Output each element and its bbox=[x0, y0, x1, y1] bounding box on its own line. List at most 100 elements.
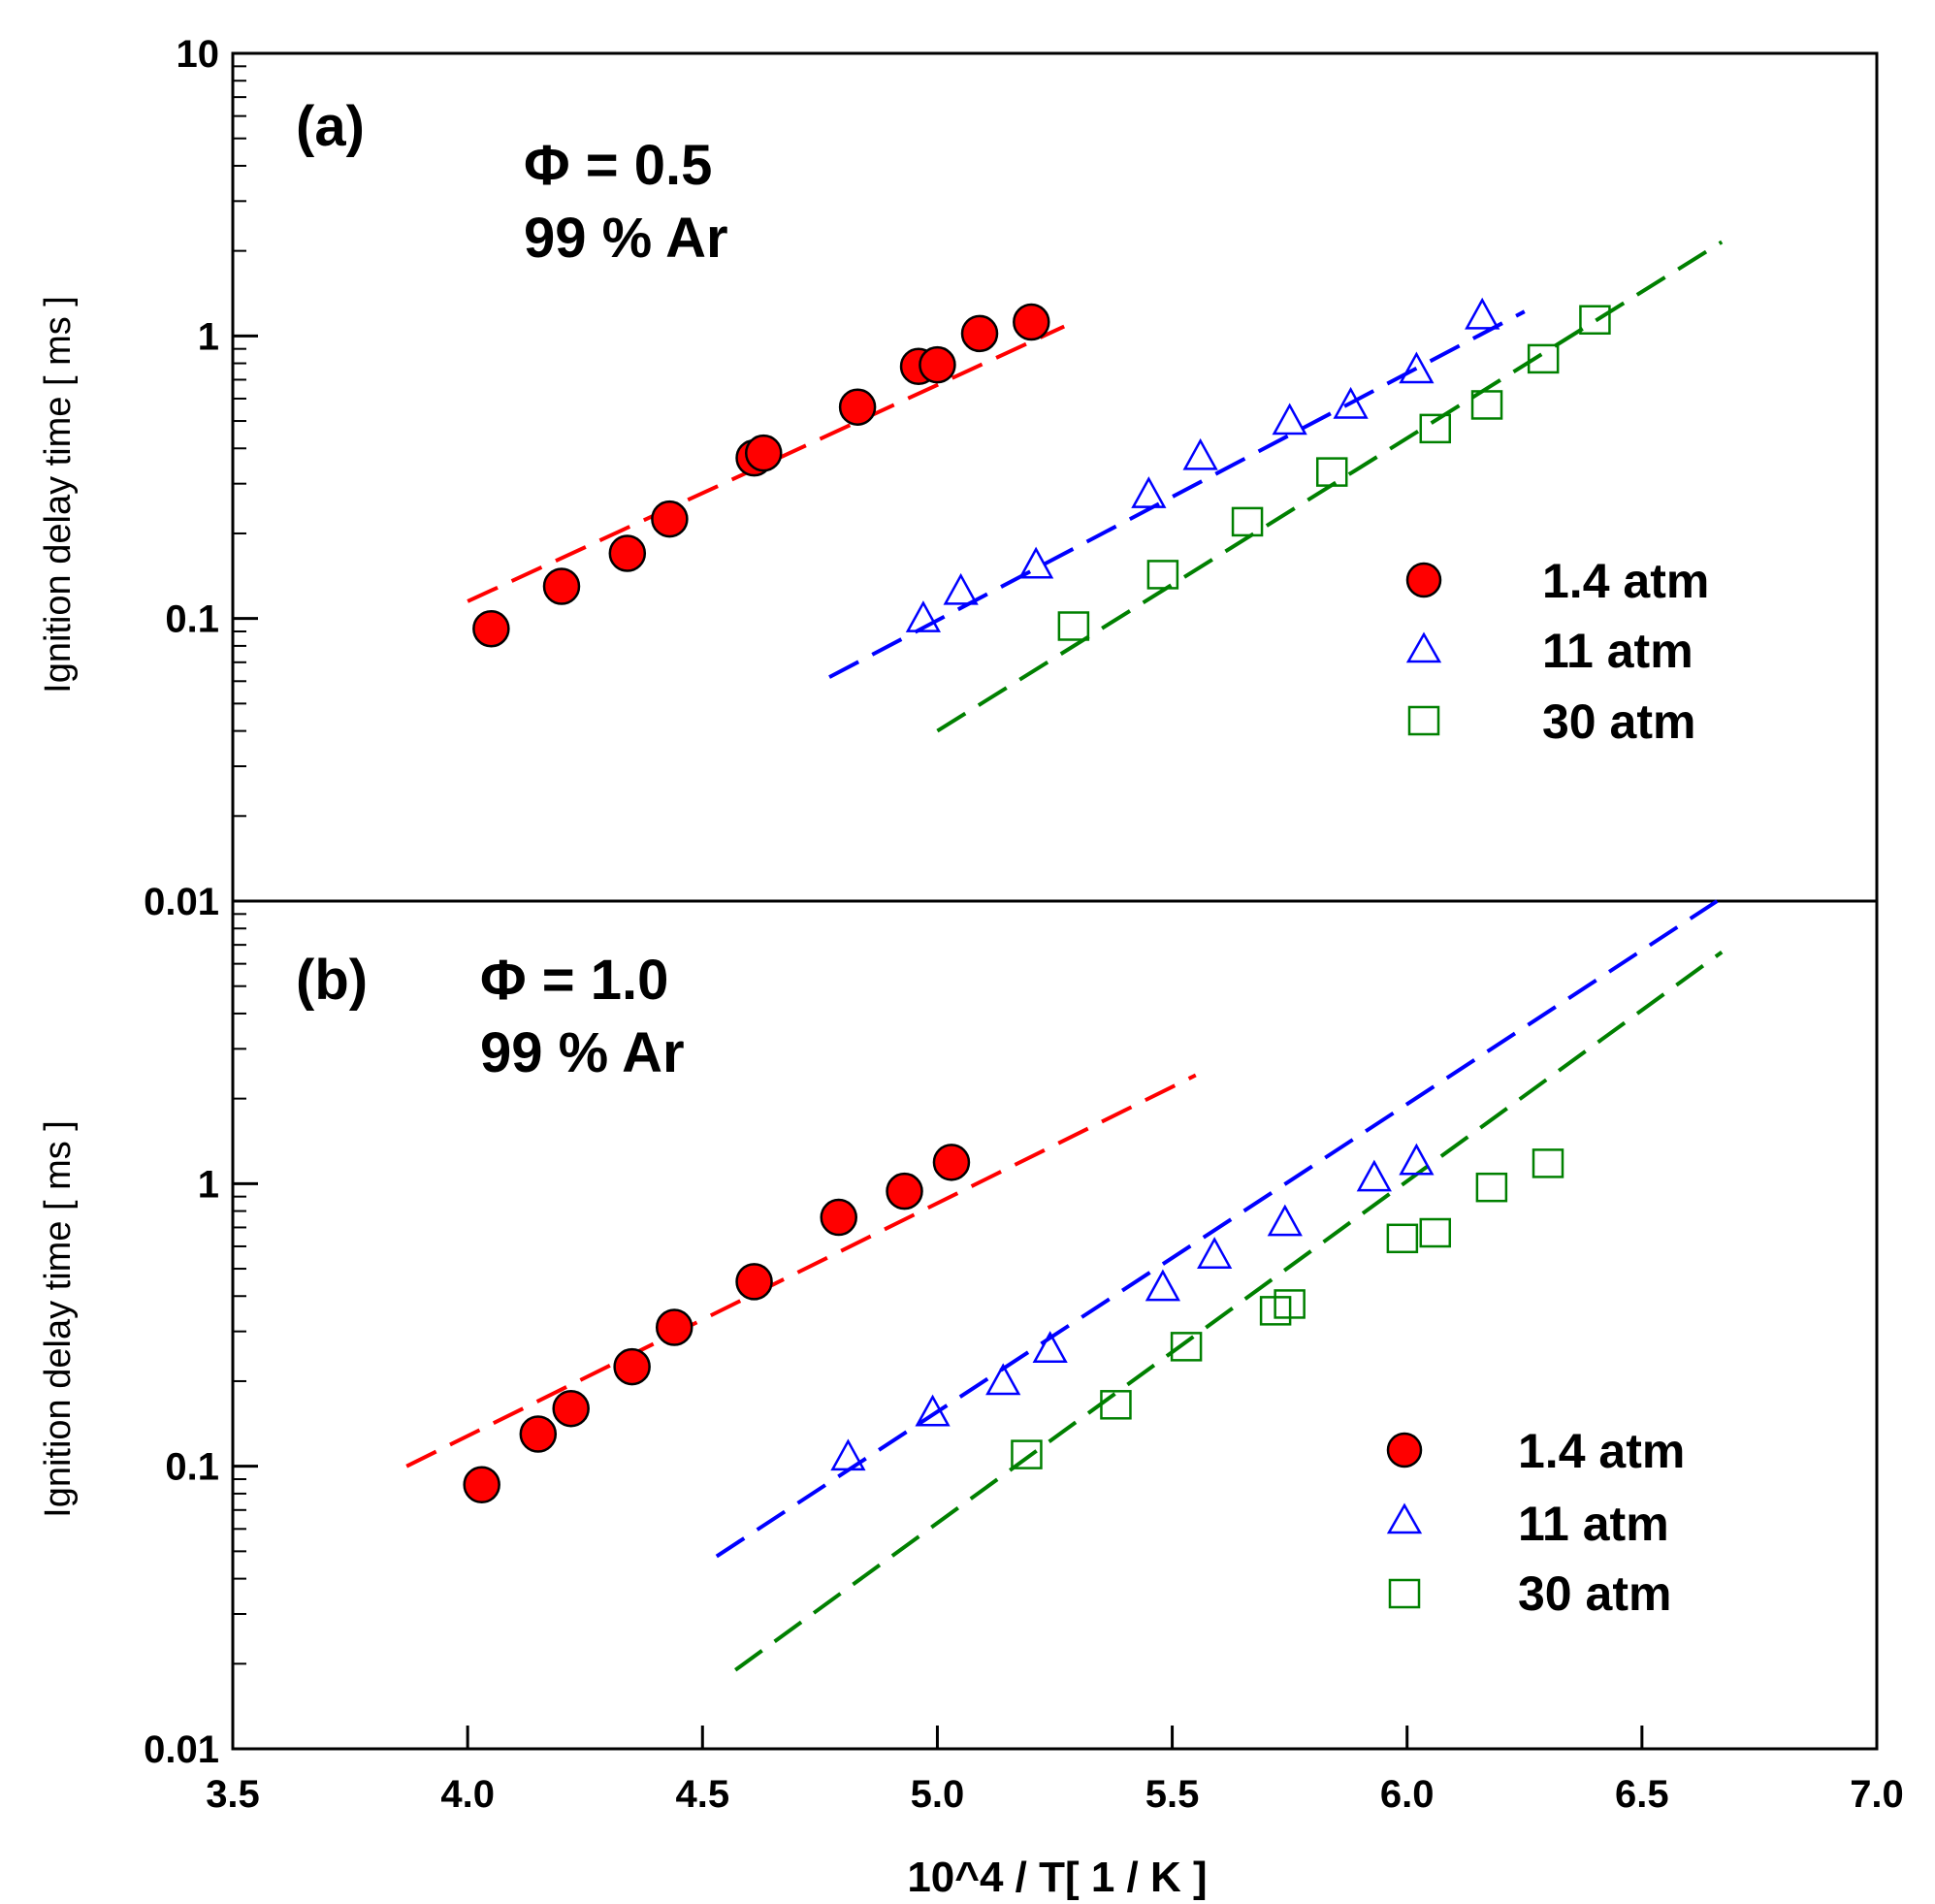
data-point-30-atm bbox=[1170, 1332, 1203, 1362]
data-point-1.4-atm bbox=[838, 388, 877, 426]
data-point-11-atm bbox=[915, 1394, 951, 1427]
data-point-1.4-atm bbox=[744, 434, 783, 472]
data-point-30-atm bbox=[1011, 1439, 1043, 1469]
data-point-1.4-atm bbox=[463, 1466, 500, 1503]
data-point-11-atm bbox=[1399, 1143, 1435, 1176]
x-axis: 3.5 4.0 4.5 5.0 5.5 6.0 6.5 7.0 bbox=[206, 1726, 1904, 1816]
data-point-1.4-atm bbox=[960, 314, 999, 353]
data-point-11-atm bbox=[1131, 476, 1167, 508]
data-point-1.4-atm bbox=[655, 1308, 693, 1346]
fit-line-30-atm bbox=[734, 950, 1724, 1672]
x-tick-label: 5.0 bbox=[911, 1773, 965, 1816]
data-point-11-atm bbox=[905, 600, 942, 632]
data-point-11-atm bbox=[1197, 1237, 1233, 1269]
y-tick-label: 0.1 bbox=[165, 598, 219, 641]
data-point-30-atm bbox=[1419, 1217, 1452, 1248]
data-point-1.4-atm bbox=[472, 609, 510, 648]
data-point-1.4-atm bbox=[1013, 303, 1050, 341]
data-point-11-atm bbox=[1182, 437, 1218, 470]
data-point-1.4-atm bbox=[613, 1347, 651, 1386]
data-point-30-atm bbox=[1274, 1289, 1306, 1319]
panel-a-y-ticks: 0.01 0.1 1 10 bbox=[144, 33, 258, 923]
data-point-30-atm bbox=[1532, 1148, 1564, 1178]
y-tick-label: 0.1 bbox=[165, 1446, 219, 1489]
legend-marker-30-atm bbox=[1388, 1578, 1421, 1609]
panel-a-phi-label: Φ = 0.5 bbox=[524, 134, 712, 197]
legend-label-30-atm: 30 atm bbox=[1518, 1566, 1671, 1621]
panel-a: 0.01 0.1 1 10 (a) Φ = 0.5 99 % Ar Ignition … bbox=[38, 33, 1879, 923]
legend-marker-30-atm bbox=[1407, 705, 1440, 736]
panel-b-frame bbox=[231, 899, 1879, 1751]
data-point-1.4-atm bbox=[552, 1389, 590, 1428]
panel-a-data-points bbox=[472, 297, 1611, 648]
x-tick-label: 4.5 bbox=[675, 1773, 729, 1816]
fit-line-1.4-atm bbox=[405, 1073, 1197, 1468]
data-point-11-atm bbox=[1465, 297, 1500, 330]
fit-line-1.4-atm bbox=[467, 324, 1066, 603]
data-point-1.4-atm bbox=[919, 345, 956, 384]
data-point-1.4-atm bbox=[542, 567, 581, 605]
data-point-30-atm bbox=[1527, 343, 1560, 374]
data-point-11-atm bbox=[830, 1438, 866, 1471]
data-point-11-atm bbox=[1356, 1159, 1392, 1192]
panel-b-y-axis-title: Ignition delay time [ ms ] bbox=[38, 1120, 79, 1518]
data-point-30-atm bbox=[1386, 1223, 1419, 1254]
panel-b-legend: 1.4 atm 11 atm 30 atm bbox=[1386, 1424, 1685, 1621]
legend-marker-1.4-atm bbox=[1386, 1432, 1423, 1468]
x-tick-label: 7.0 bbox=[1850, 1773, 1904, 1816]
panel-b-y-ticks: 0.01 0.1 1 bbox=[144, 913, 258, 1771]
data-point-30-atm bbox=[1470, 390, 1503, 420]
y-tick-label: 0.01 bbox=[144, 1728, 219, 1771]
data-point-1.4-atm bbox=[820, 1198, 857, 1237]
y-tick-label: 1 bbox=[198, 1163, 219, 1206]
legend-label-11-atm: 11 atm bbox=[1542, 624, 1693, 678]
data-point-11-atm bbox=[1399, 351, 1435, 384]
data-point-30-atm bbox=[1419, 413, 1452, 444]
panel-b-label: (b) bbox=[296, 949, 368, 1012]
panel-b: 0.01 0.1 1 (b) Φ = 1.0 99 % Ar Ignition de… bbox=[38, 899, 1879, 1771]
data-point-30-atm bbox=[1057, 611, 1090, 641]
data-point-1.4-atm bbox=[932, 1144, 971, 1181]
x-tick-label: 4.0 bbox=[440, 1773, 495, 1816]
data-point-30-atm bbox=[1579, 305, 1611, 336]
fit-line-11-atm bbox=[715, 899, 1719, 1559]
data-point-30-atm bbox=[1146, 560, 1179, 590]
panel-a-legend: 1.4 atm 11 atm 30 atm bbox=[1405, 554, 1709, 749]
data-point-1.4-atm bbox=[519, 1415, 558, 1453]
panel-b-phi-label: Φ = 1.0 bbox=[480, 949, 668, 1012]
data-point-11-atm bbox=[1267, 1204, 1303, 1237]
data-point-30-atm bbox=[1100, 1390, 1132, 1420]
x-tick-label: 6.0 bbox=[1380, 1773, 1435, 1816]
legend-marker-11-atm bbox=[1405, 631, 1442, 663]
y-tick-label: 1 bbox=[198, 315, 219, 358]
panel-b-dilution-label: 99 % Ar bbox=[480, 1021, 685, 1084]
legend-marker-1.4-atm bbox=[1405, 562, 1442, 598]
data-point-30-atm bbox=[1475, 1172, 1508, 1203]
data-point-11-atm bbox=[1032, 1331, 1068, 1364]
data-point-1.4-atm bbox=[608, 534, 647, 572]
y-tick-label: 10 bbox=[177, 33, 220, 76]
x-axis-title: 10^4 / T[ 1 / K ] bbox=[907, 1854, 1207, 1901]
legend-marker-11-atm bbox=[1386, 1502, 1423, 1534]
x-tick-label: 3.5 bbox=[206, 1773, 260, 1816]
data-point-11-atm bbox=[1272, 403, 1307, 436]
legend-label-30-atm: 30 atm bbox=[1542, 694, 1695, 749]
fit-line-11-atm bbox=[828, 309, 1526, 679]
panel-a-label: (a) bbox=[296, 95, 365, 158]
data-point-1.4-atm bbox=[651, 500, 689, 538]
legend-label-11-atm: 11 atm bbox=[1518, 1497, 1669, 1551]
data-point-11-atm bbox=[985, 1363, 1021, 1396]
panel-a-dilution-label: 99 % Ar bbox=[524, 207, 728, 270]
data-point-11-atm bbox=[943, 572, 979, 605]
data-point-1.4-atm bbox=[886, 1172, 923, 1210]
data-point-11-atm bbox=[1333, 386, 1369, 419]
data-point-30-atm bbox=[1315, 457, 1348, 487]
data-point-11-atm bbox=[1018, 546, 1054, 579]
data-point-30-atm bbox=[1231, 506, 1264, 537]
panel-b-fit-lines bbox=[405, 899, 1724, 1672]
y-tick-label: 0.01 bbox=[144, 881, 219, 923]
legend-label-1.4-atm: 1.4 atm bbox=[1518, 1424, 1685, 1478]
legend-label-1.4-atm: 1.4 atm bbox=[1542, 554, 1709, 608]
panel-b-data-points bbox=[463, 1143, 1564, 1503]
